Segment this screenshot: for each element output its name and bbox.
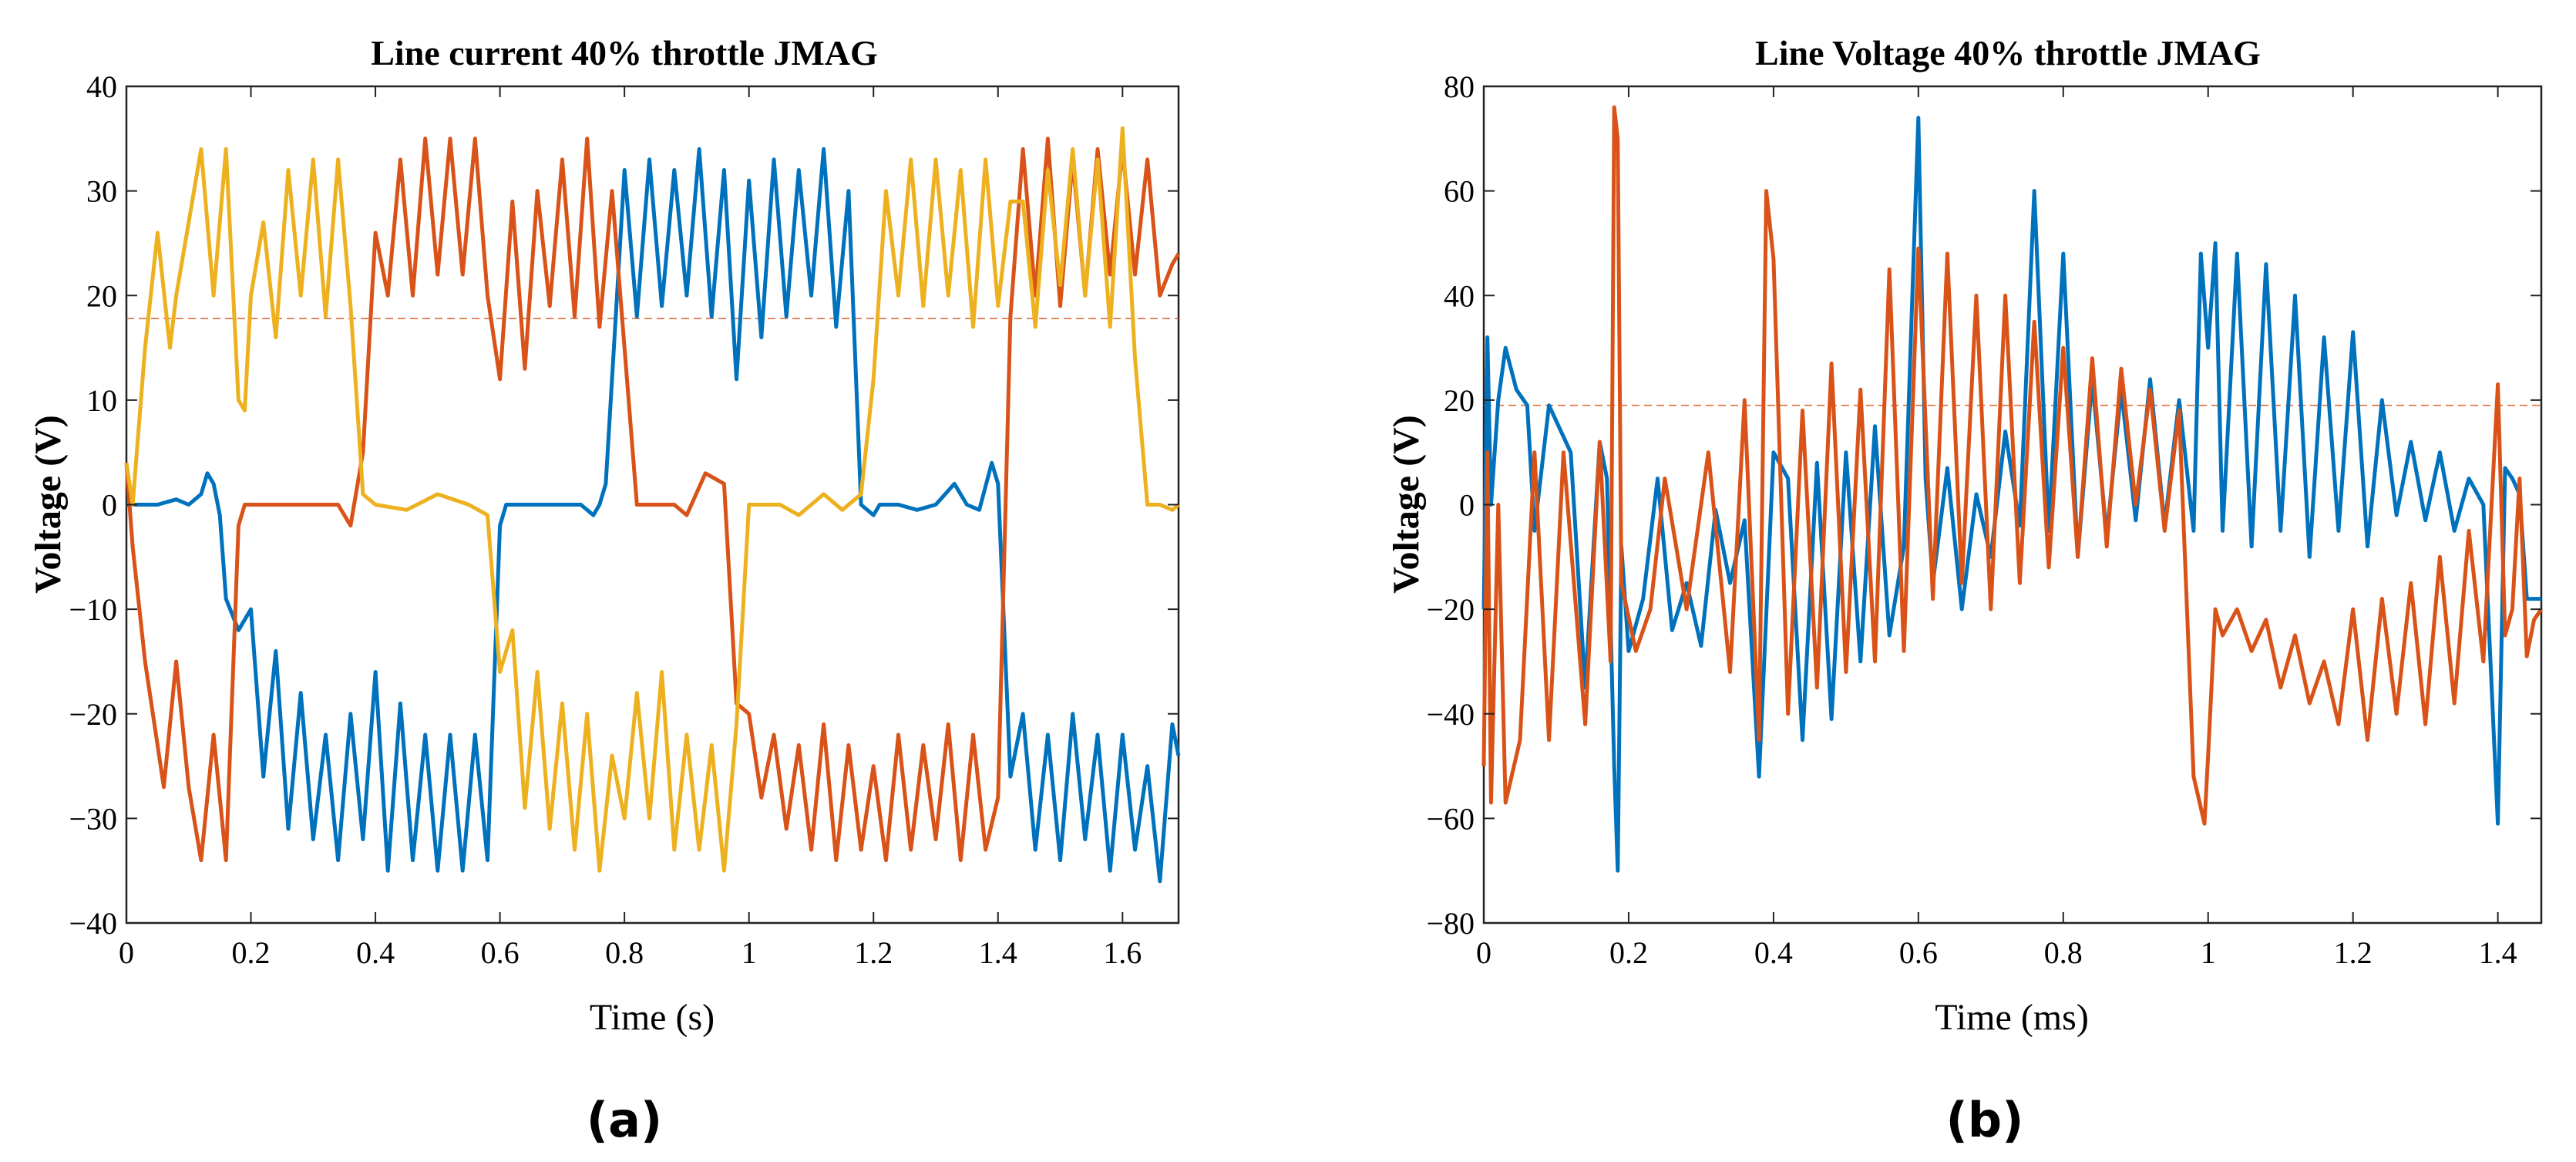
chart-b-title: Line Voltage 40% throttle JMAG: [1755, 33, 2261, 72]
chart-b-y-tick-label: 60: [1444, 174, 1475, 209]
chart-b-y-tick-label: −80: [1426, 906, 1475, 941]
chart-a-series-layer: [124, 126, 1181, 884]
chart-b-y-tick-label: 0: [1459, 488, 1475, 523]
chart-b-plot-frame: [1482, 85, 2543, 925]
chart-a-x-tick-label: 0.4: [356, 935, 395, 970]
chart-a-x-tick-label: 1.4: [979, 935, 1017, 970]
chart-a-y-tick-label: 0: [102, 488, 117, 523]
chart-b-x-tick-label: 0.8: [2044, 935, 2083, 970]
chart-b-y-tick-label: −20: [1426, 592, 1475, 627]
chart-a-y-tick-label: −10: [69, 592, 117, 627]
chart-a-y-tick-label: −40: [69, 906, 117, 941]
chart-b-x-tick-label: 0.2: [1609, 935, 1648, 970]
chart-a-y-ticks: −40 −30 −20 −10 0 10 20 30 40: [69, 69, 1179, 941]
chart-b-y-ticks: −80 −60 −40 −20 0 20 40 60 80: [1426, 69, 2541, 941]
chart-a-series-1-line: [126, 147, 1181, 884]
chart-b-x-tick-label: 1.2: [2334, 935, 2373, 970]
chart-a-x-ticks: 0 0.2 0.4 0.6 0.8 1 1.2 1.4 1.6: [119, 86, 1142, 970]
panel-b-line-voltage-chart: Line Voltage 40% throttle JMAG 0 0.2 0.4 0.…: [1386, 33, 2544, 1148]
chart-a-y-tick-label: 10: [86, 383, 117, 418]
chart-a-x-tick-label: 0.6: [481, 935, 520, 970]
chart-a-x-tick-label: 0.8: [605, 935, 644, 970]
chart-b-x-ticks: 0 0.2 0.4 0.6 0.8 1 1.2 1.4: [1476, 86, 2517, 970]
chart-a-x-axis-label: Time (s): [590, 997, 715, 1038]
chart-b-x-axis-label: Time (ms): [1935, 997, 2089, 1038]
chart-a-y-tick-label: 30: [86, 174, 117, 209]
chart-a-y-tick-label: 40: [86, 69, 117, 104]
chart-b-y-tick-label: −40: [1426, 697, 1475, 732]
chart-a-x-tick-label: 1.2: [854, 935, 893, 970]
chart-a-x-tick-label: 1: [742, 935, 757, 970]
chart-b-y-tick-label: 20: [1444, 383, 1475, 418]
chart-a-x-tick-label: 0.2: [232, 935, 271, 970]
chart-a-y-tick-label: −20: [69, 697, 117, 732]
chart-b-y-axis-label: Voltage (V): [1386, 415, 1427, 594]
chart-b-x-tick-label: 0.6: [1899, 935, 1938, 970]
chart-a-y-tick-label: −30: [69, 801, 117, 836]
chart-a-y-axis-label: Voltage (V): [28, 415, 69, 594]
panel-a-caption: (a): [587, 1092, 663, 1148]
chart-a-series-3-line: [124, 126, 1180, 873]
chart-b-x-tick-label: 1.4: [2479, 935, 2517, 970]
chart-b-y-tick-label: 80: [1444, 69, 1475, 104]
chart-b-series-layer: [1481, 105, 2544, 873]
chart-b-x-tick-label: 1: [2201, 935, 2216, 970]
chart-b-x-tick-label: 0.4: [1754, 935, 1793, 970]
chart-a-y-tick-label: 20: [86, 278, 117, 313]
chart-a-x-tick-label: 1.6: [1103, 935, 1142, 970]
panel-b-caption: (b): [1945, 1092, 2023, 1148]
chart-a-series-2-line: [124, 136, 1181, 863]
chart-b-x-tick-label: 0: [1476, 935, 1491, 970]
chart-b-series-1-line: [1481, 116, 2541, 873]
chart-a-title: Line current 40% throttle JMAG: [371, 33, 878, 72]
chart-b-series-2-line: [1481, 105, 2544, 826]
panel-a-line-current-chart: Line current 40% throttle JMAG 0 0.2 0.4 0.…: [28, 33, 1181, 1148]
chart-b-y-tick-label: −60: [1426, 801, 1475, 836]
chart-a-x-tick-label: 0: [119, 935, 134, 970]
chart-b-y-tick-label: 40: [1444, 278, 1475, 313]
